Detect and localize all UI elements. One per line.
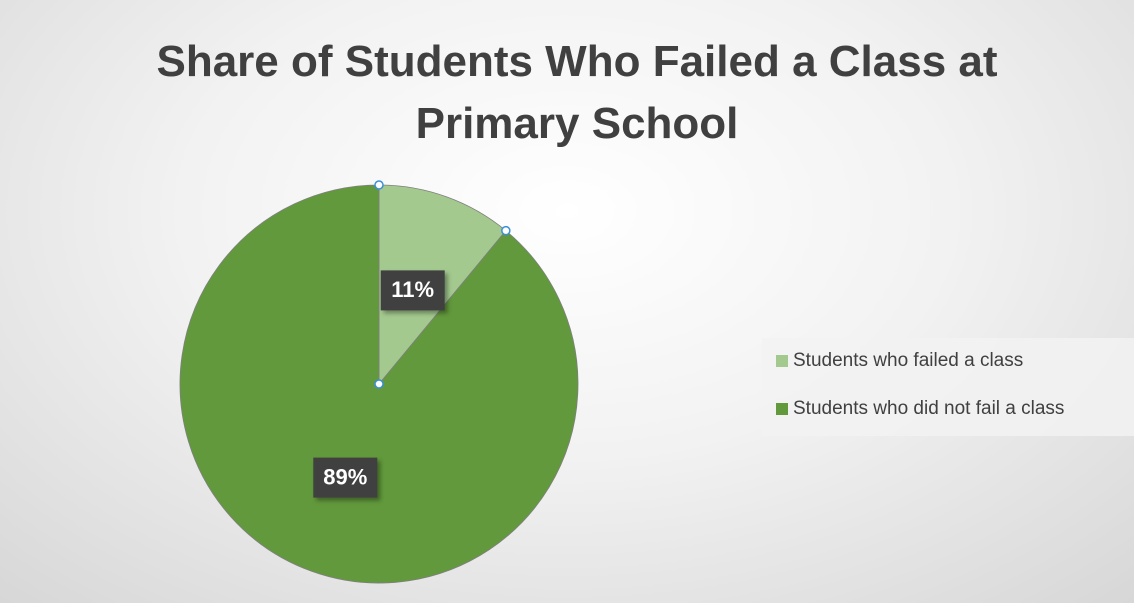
legend-label: Students who failed a class [793,350,1024,371]
data-label-box [380,270,445,311]
legend-label: Students who did not fail a class [793,398,1065,419]
legend-swatch [776,403,788,415]
data-label: 89% [313,457,378,498]
data-label-text: 11% [391,277,434,302]
data-label-box [313,457,378,498]
data-label: 11% [380,270,445,311]
legend-entry: Students who failed a class [776,349,1023,373]
selection-handle [501,225,511,236]
legend-swatch [776,355,788,367]
legend-entry: Students who did not fail a class [776,397,1064,421]
data-label-text: 89% [323,464,367,489]
chart-title: Share of Students Who Failed a Class at … [156,37,998,148]
legend: Students who failed a class Students who … [762,338,1134,436]
selection-handle [374,379,384,389]
pie-slice [179,184,579,584]
selection-handle [374,180,384,190]
